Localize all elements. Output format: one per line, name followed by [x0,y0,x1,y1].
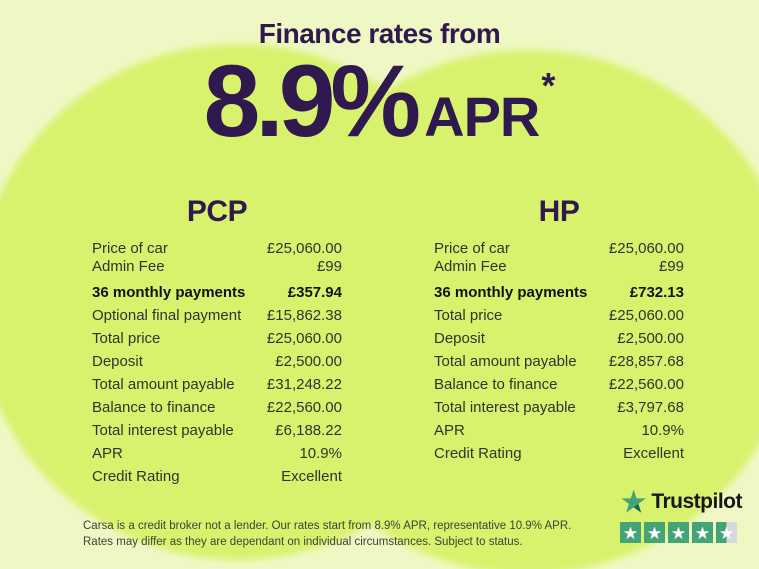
finance-row-value: 10.9% [299,445,342,462]
finance-row: Credit Rating Excellent [92,465,342,488]
finance-row: Admin Fee £99 [434,258,684,276]
legal-disclaimer-line1: Carsa is a credit broker not a lender. O… [83,520,572,532]
finance-row: Total amount payable £31,248.22 [92,373,342,396]
pcp-column: PCP Price of car £25,060.00 Admin Fee £99 36… [92,196,342,488]
finance-row: Price of car £25,060.00 [92,240,342,258]
finance-row: Credit Rating Excellent [434,442,684,465]
white-star-icon [719,525,734,539]
finance-row: 36 monthly payments £357.94 [92,281,342,304]
finance-row-label: Price of car [434,240,510,257]
trustpilot-widget: Trustpilot [620,488,742,543]
finance-row-value: £22,560.00 [266,399,342,416]
finance-row-value: £357.94 [287,284,342,301]
finance-row: Total amount payable £28,857.68 [434,350,684,373]
finance-row-label: APR [434,422,465,439]
finance-row-label: Total amount payable [434,353,577,370]
finance-row-label: Price of car [92,240,168,257]
trustpilot-star-icon [621,489,646,513]
trustpilot-star-box [692,522,713,543]
pcp-rows: Price of car £25,060.00 Admin Fee £99 36 mon… [92,240,342,488]
finance-row: Optional final payment £15,862.38 [92,304,342,327]
finance-row: 36 monthly payments £732.13 [434,281,684,304]
finance-row-value: £732.13 [629,284,684,301]
finance-row-label: Total interest payable [434,399,576,416]
white-star-icon [623,525,638,539]
finance-row-label: Balance to finance [434,376,558,393]
finance-row-value: Excellent [281,468,342,485]
finance-row-value: £28,857.68 [608,353,684,370]
trustpilot-star-box [620,522,641,543]
legal-disclaimer-line2: Rates may differ as they are dependant o… [83,535,523,548]
finance-row-value: £99 [658,258,684,275]
rate-unit: APR [424,85,540,148]
finance-row-label: Total amount payable [92,376,235,393]
hp-heading: HP [538,195,580,228]
finance-row-label: Deposit [92,353,143,370]
blob-right [260,50,759,569]
white-star-icon [671,525,686,539]
finance-row: Total price £25,060.00 [434,304,684,327]
finance-row-label: Total interest payable [92,422,234,439]
finance-row-value: 10.9% [641,422,684,439]
finance-row: Balance to finance £22,560.00 [92,396,342,419]
finance-row: Total interest payable £3,797.68 [434,396,684,419]
trustpilot-brand-name: Trustpilot [651,489,742,513]
finance-row-label: Total price [434,307,503,324]
finance-row-label: Credit Rating [92,468,180,485]
finance-row-value: £2,500.00 [275,353,342,370]
trustpilot-star-box [668,522,689,543]
white-star-icon [647,525,662,539]
finance-row-label: Balance to finance [92,399,216,416]
finance-row-value: £25,060.00 [608,240,684,257]
finance-row: APR 10.9% [434,419,684,442]
finance-row-label: Admin Fee [434,258,507,275]
page-title: Finance rates from [258,18,501,49]
finance-row-label: 36 monthly payments [92,284,246,301]
finance-row: Total price £25,060.00 [92,327,342,350]
finance-row-label: Credit Rating [434,445,522,462]
trustpilot-star-box [716,522,737,543]
finance-row: Admin Fee £99 [92,258,342,276]
finance-row: Deposit £2,500.00 [92,350,342,373]
finance-row: Balance to finance £22,560.00 [434,373,684,396]
rate-asterisk: * [541,65,556,106]
finance-row-label: 36 monthly payments [434,284,588,301]
finance-row-value: £2,500.00 [617,330,684,347]
finance-row: Total interest payable £6,188.22 [92,419,342,442]
finance-row-value: Excellent [623,445,684,462]
finance-row-value: £99 [316,258,342,275]
finance-row-value: £6,188.22 [275,422,342,439]
finance-row: APR 10.9% [92,442,342,465]
headline-rate: 8.9% APR * [0,50,759,152]
trustpilot-logo: Trustpilot [620,488,742,515]
white-star-icon [695,525,710,539]
finance-row-label: Admin Fee [92,258,165,275]
finance-row-value: £25,060.00 [266,330,342,347]
finance-row-value: £31,248.22 [266,376,342,393]
finance-row-label: Optional final payment [92,307,242,324]
finance-row: Price of car £25,060.00 [434,240,684,258]
finance-row-label: Total price [92,330,161,347]
finance-row: Deposit £2,500.00 [434,327,684,350]
finance-row-value: £15,862.38 [266,307,342,324]
finance-row-value: £3,797.68 [617,399,684,416]
rate-value: 8.9% [203,44,421,158]
trustpilot-rating-stars [620,522,742,543]
finance-row-label: APR [92,445,123,462]
pcp-heading: PCP [186,195,248,228]
finance-row-value: £22,560.00 [608,376,684,393]
hp-column: HP Price of car £25,060.00 Admin Fee £99 36 … [434,196,684,465]
legal-disclaimer: Carsa is a credit broker not a lender. O… [83,519,623,550]
hp-rows: Price of car £25,060.00 Admin Fee £99 36 mon… [434,240,684,465]
trustpilot-star-box [644,522,665,543]
finance-row-value: £25,060.00 [266,240,342,257]
finance-row-label: Deposit [434,330,485,347]
finance-row-value: £25,060.00 [608,307,684,324]
